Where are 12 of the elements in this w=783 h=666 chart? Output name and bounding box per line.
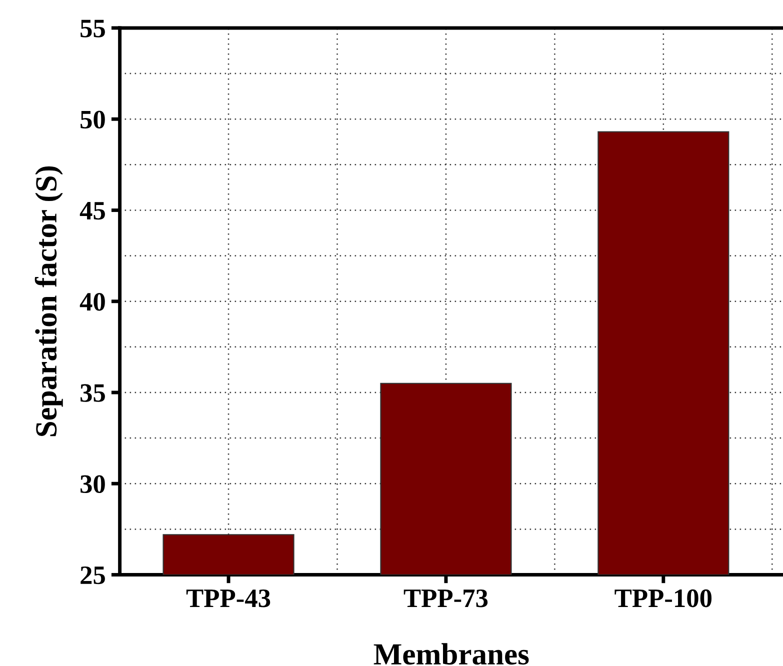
y-tick-label: 35: [80, 384, 105, 402]
y-tick-label: 45: [80, 202, 105, 220]
x-axis-title: Membranes: [374, 643, 529, 665]
y-tick-label: 30: [80, 475, 105, 494]
x-tick-label: TPP-43: [186, 589, 270, 608]
y-axis-title: Separation factor (S): [34, 166, 63, 436]
x-tick-label: TPP-100: [614, 589, 712, 608]
y-tick-label: 50: [80, 110, 105, 129]
x-tick-label: TPP-73: [404, 589, 488, 608]
y-tick-label: 55: [80, 20, 105, 38]
y-tick-label: 25: [80, 566, 105, 584]
y-tick-label: 40: [80, 292, 105, 311]
